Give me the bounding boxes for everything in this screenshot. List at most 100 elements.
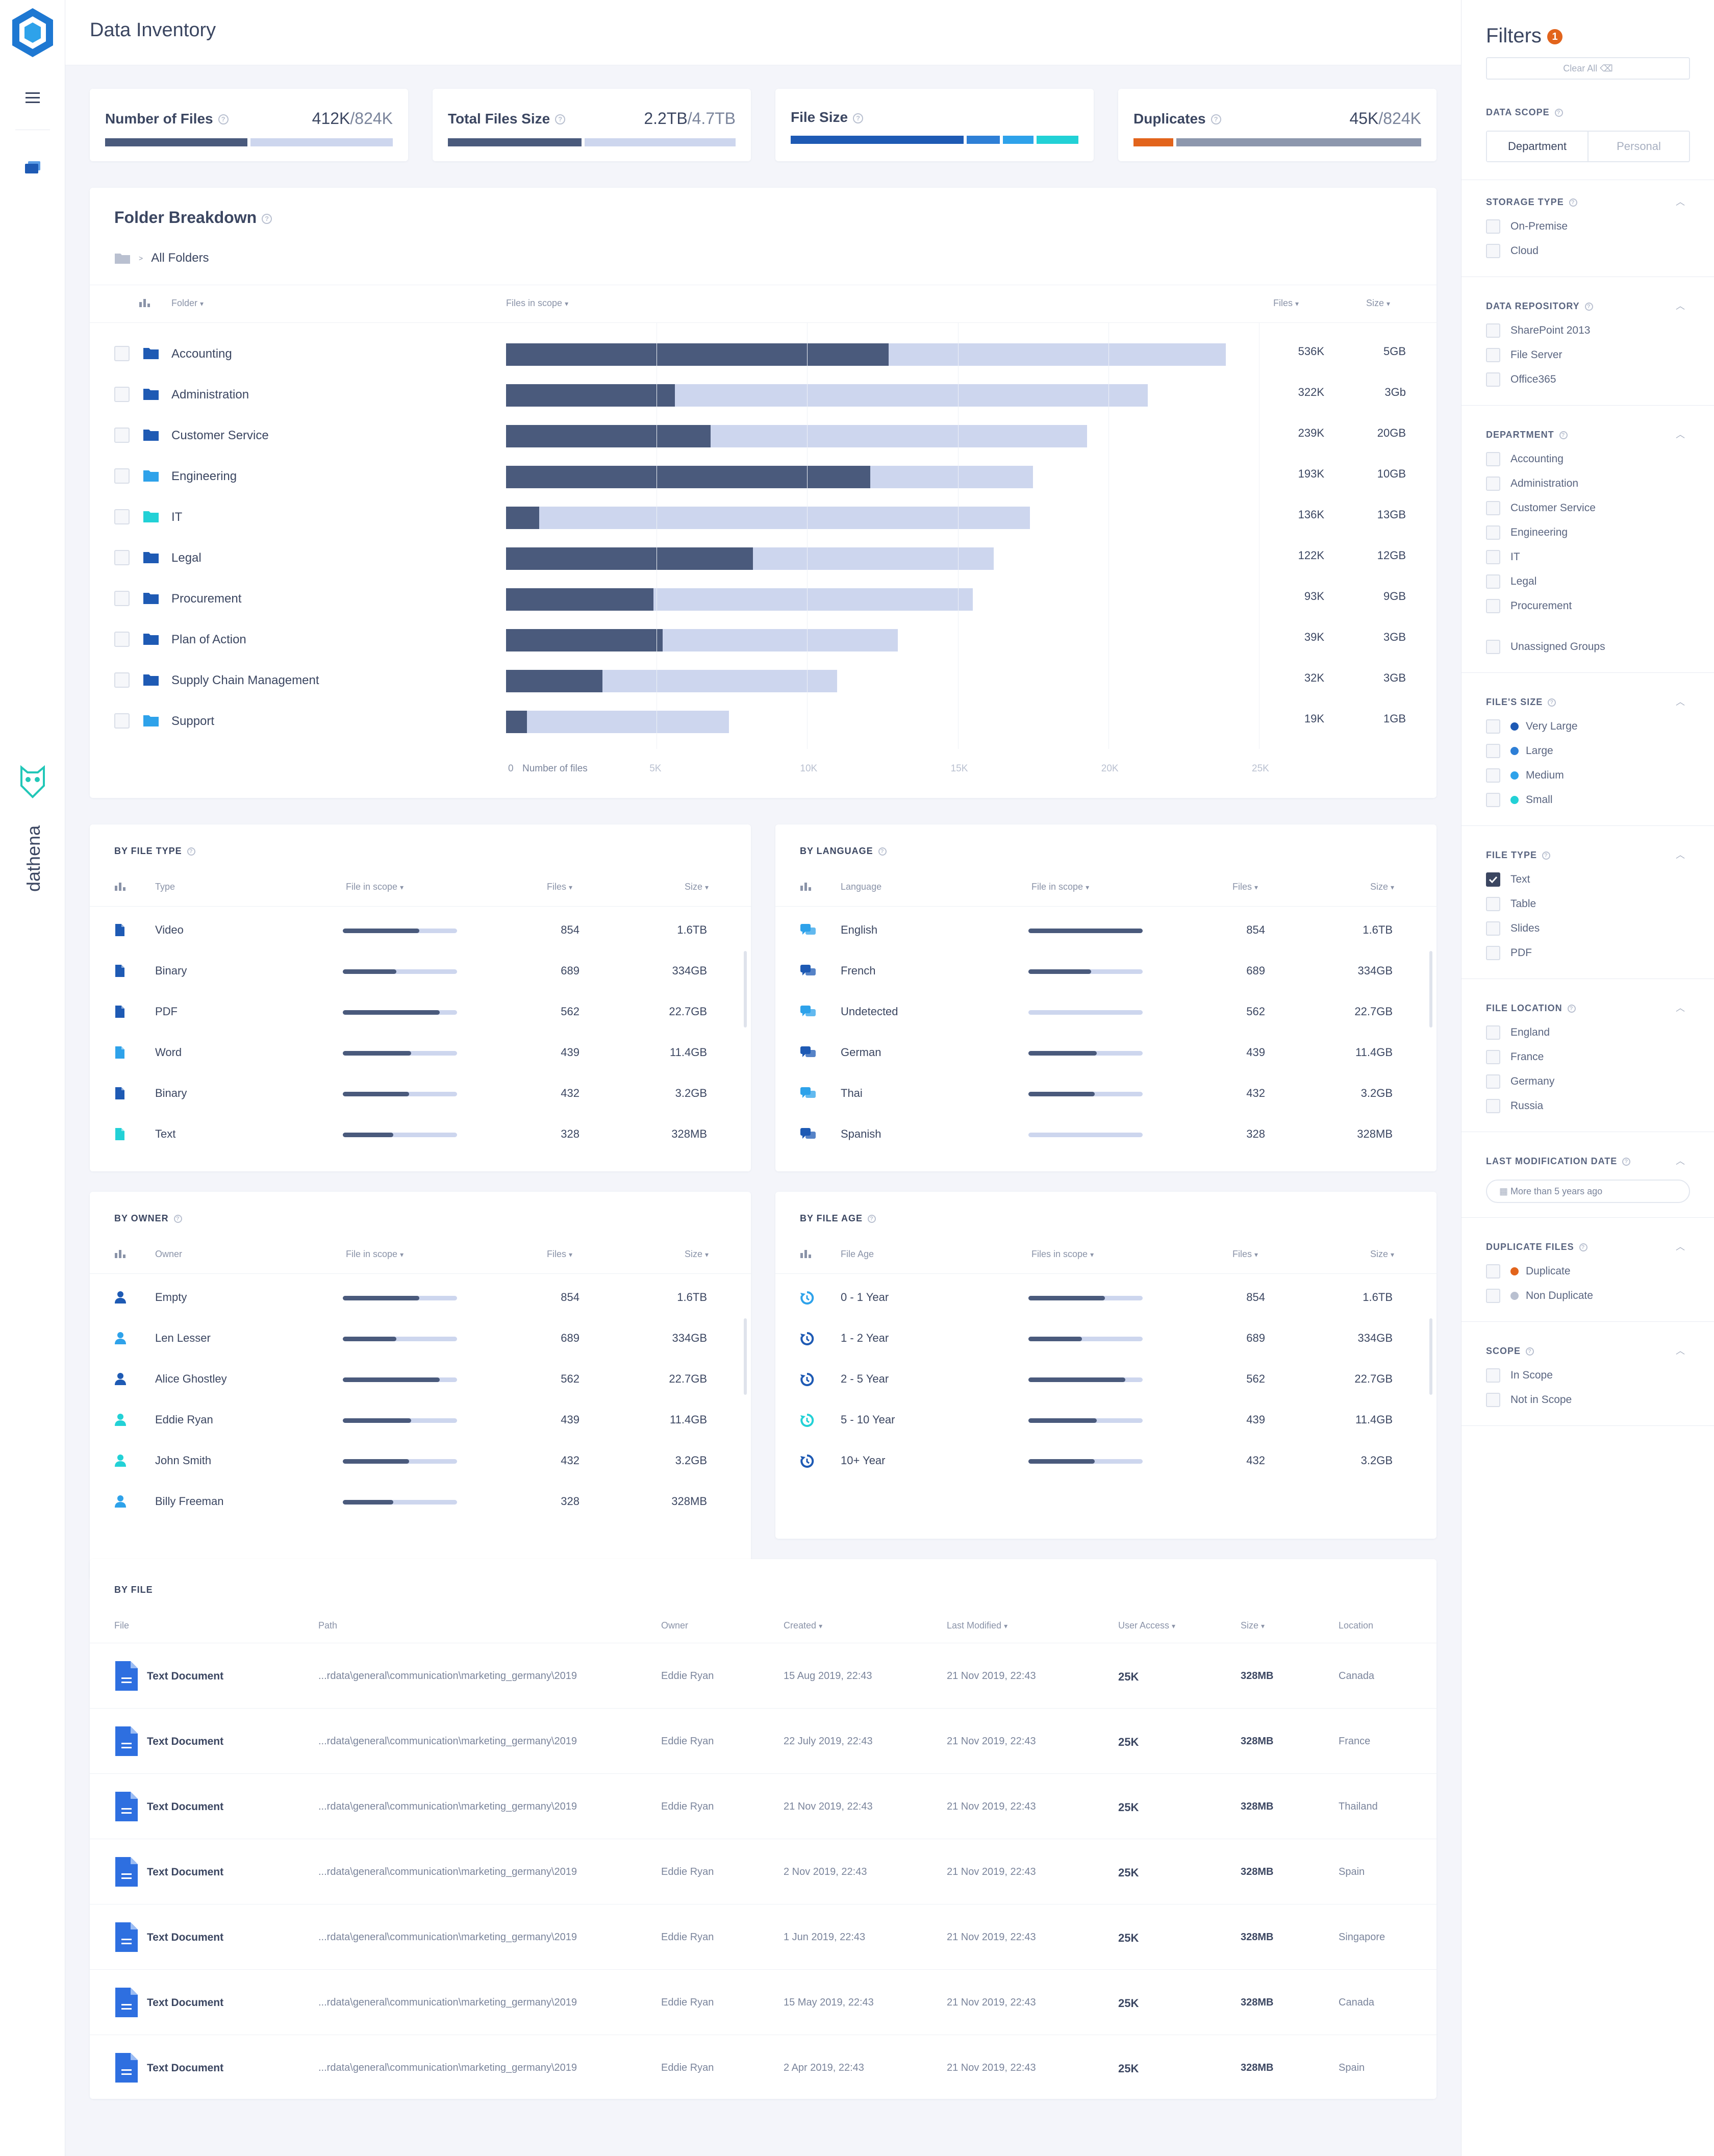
row-checkbox[interactable] bbox=[114, 468, 130, 484]
file-name[interactable]: Text Document bbox=[147, 1670, 224, 1682]
column-header-scope[interactable]: Files in scope ▾ bbox=[1031, 1249, 1094, 1259]
collapse-chevron-icon[interactable]: ︿ bbox=[1676, 1242, 1685, 1252]
filter-checkbox[interactable] bbox=[1486, 348, 1500, 362]
help-icon[interactable]: ? bbox=[1584, 303, 1593, 311]
folder-bar[interactable] bbox=[506, 343, 1226, 366]
column-header-name[interactable]: File Age bbox=[841, 1249, 874, 1259]
filter-checkbox[interactable] bbox=[1486, 921, 1500, 936]
column-header-scope[interactable]: File in scope ▾ bbox=[1031, 882, 1090, 892]
folder-bar[interactable] bbox=[506, 711, 729, 733]
help-icon[interactable]: ? bbox=[868, 1215, 876, 1223]
column-header-files[interactable]: Files ▾ bbox=[1232, 1249, 1258, 1259]
scrollbar[interactable] bbox=[744, 1318, 747, 1395]
filter-checkbox[interactable] bbox=[1486, 1264, 1500, 1278]
collapse-chevron-icon[interactable]: ︿ bbox=[1676, 697, 1685, 707]
scrollbar[interactable] bbox=[744, 951, 747, 1027]
filter-checkbox[interactable] bbox=[1486, 599, 1500, 613]
folder-bar[interactable] bbox=[506, 629, 898, 651]
collapse-chevron-icon[interactable]: ︿ bbox=[1676, 1346, 1685, 1356]
folder-bar[interactable] bbox=[506, 466, 1034, 488]
filter-checkbox[interactable] bbox=[1486, 452, 1500, 466]
menu-icon[interactable] bbox=[23, 89, 42, 107]
help-icon[interactable]: ? bbox=[555, 114, 566, 125]
filter-checkbox[interactable] bbox=[1486, 640, 1500, 654]
date-filter-input[interactable]: ▦ More than 5 years ago bbox=[1486, 1180, 1690, 1203]
filter-checkbox[interactable] bbox=[1486, 501, 1500, 515]
column-header-folder[interactable]: Folder ▾ bbox=[171, 298, 204, 308]
filter-checkbox[interactable] bbox=[1486, 768, 1500, 783]
column-header-size[interactable]: Size ▾ bbox=[685, 882, 709, 892]
help-icon[interactable]: ? bbox=[1554, 109, 1563, 117]
help-icon[interactable]: ? bbox=[173, 1215, 182, 1223]
filter-checkbox[interactable] bbox=[1486, 1099, 1500, 1113]
column-header-name[interactable]: Type bbox=[155, 882, 175, 892]
clear-all-button[interactable]: Clear All ⌫ bbox=[1486, 57, 1690, 80]
help-icon[interactable]: ? bbox=[1526, 1347, 1534, 1356]
folder-bar[interactable] bbox=[506, 507, 1030, 529]
column-header-size[interactable]: Size ▾ bbox=[1366, 298, 1391, 308]
file-name[interactable]: Text Document bbox=[147, 2062, 224, 2074]
filter-checkbox[interactable] bbox=[1486, 1393, 1500, 1407]
scope-tab-department[interactable]: Department bbox=[1487, 132, 1589, 161]
filter-checkbox[interactable] bbox=[1486, 550, 1500, 564]
breadcrumb-all-folders[interactable]: All Folders bbox=[151, 251, 209, 265]
collapse-chevron-icon[interactable]: ︿ bbox=[1676, 301, 1685, 311]
column-header-files-in-scope[interactable]: Files in scope ▾ bbox=[506, 298, 569, 308]
filter-checkbox[interactable] bbox=[1486, 1025, 1500, 1040]
row-checkbox[interactable] bbox=[114, 428, 130, 443]
column-header-size[interactable]: Size ▾ bbox=[1370, 1249, 1395, 1259]
sort-columns-icon[interactable] bbox=[800, 1249, 814, 1259]
filter-checkbox[interactable] bbox=[1486, 219, 1500, 234]
filter-checkbox[interactable] bbox=[1486, 244, 1500, 258]
filter-checkbox[interactable] bbox=[1486, 525, 1500, 540]
file-name[interactable]: Text Document bbox=[147, 1866, 224, 1878]
sort-columns-icon[interactable] bbox=[139, 298, 153, 308]
folder-bar[interactable] bbox=[506, 384, 1148, 407]
file-name[interactable]: Text Document bbox=[147, 1932, 224, 1943]
filter-checkbox[interactable] bbox=[1486, 372, 1500, 387]
filter-checkbox[interactable] bbox=[1486, 872, 1500, 887]
help-icon[interactable]: ? bbox=[1579, 1243, 1587, 1252]
column-header-size[interactable]: Size ▾ bbox=[685, 1249, 709, 1259]
column-header-last-modified[interactable]: Last Modified ▾ bbox=[947, 1620, 1008, 1631]
filter-checkbox[interactable] bbox=[1486, 946, 1500, 960]
filter-checkbox[interactable] bbox=[1486, 744, 1500, 758]
sort-columns-icon[interactable] bbox=[800, 882, 814, 892]
scrollbar[interactable] bbox=[1429, 951, 1432, 1027]
row-checkbox[interactable] bbox=[114, 550, 130, 565]
filter-checkbox[interactable] bbox=[1486, 897, 1500, 911]
help-icon[interactable]: ? bbox=[218, 114, 229, 125]
help-icon[interactable]: ? bbox=[262, 213, 272, 224]
help-icon[interactable]: ? bbox=[878, 847, 887, 856]
help-icon[interactable]: ? bbox=[1622, 1158, 1631, 1166]
filter-checkbox[interactable] bbox=[1486, 1368, 1500, 1383]
filter-checkbox[interactable] bbox=[1486, 323, 1500, 338]
collapse-chevron-icon[interactable]: ︿ bbox=[1676, 1156, 1685, 1166]
column-header-name[interactable]: Language bbox=[841, 882, 882, 892]
filter-checkbox[interactable] bbox=[1486, 1289, 1500, 1303]
column-header-size[interactable]: Size ▾ bbox=[1370, 882, 1395, 892]
folder-bar[interactable] bbox=[506, 588, 973, 611]
file-name[interactable]: Text Document bbox=[147, 1801, 224, 1813]
folder-bar[interactable] bbox=[506, 547, 994, 570]
scope-tab-personal[interactable]: Personal bbox=[1617, 140, 1661, 153]
file-name[interactable]: Text Document bbox=[147, 1997, 224, 2009]
column-header-file[interactable]: File bbox=[114, 1620, 130, 1631]
file-name[interactable]: Text Document bbox=[147, 1736, 224, 1747]
row-checkbox[interactable] bbox=[114, 672, 130, 688]
filter-checkbox[interactable] bbox=[1486, 719, 1500, 734]
filter-checkbox[interactable] bbox=[1486, 793, 1500, 807]
row-checkbox[interactable] bbox=[114, 632, 130, 647]
collapse-chevron-icon[interactable]: ︿ bbox=[1676, 430, 1685, 440]
help-icon[interactable]: ? bbox=[1542, 851, 1551, 860]
column-header-path[interactable]: Path bbox=[318, 1620, 338, 1631]
filter-checkbox[interactable] bbox=[1486, 1074, 1500, 1089]
collapse-chevron-icon[interactable]: ︿ bbox=[1676, 1003, 1685, 1013]
row-checkbox[interactable] bbox=[114, 591, 130, 606]
help-icon[interactable]: ? bbox=[1548, 698, 1556, 707]
column-header-files[interactable]: Files ▾ bbox=[1273, 298, 1299, 308]
column-header-created[interactable]: Created ▾ bbox=[784, 1620, 823, 1631]
row-checkbox[interactable] bbox=[114, 387, 130, 402]
app-logo-icon[interactable] bbox=[10, 7, 55, 58]
help-icon[interactable]: ? bbox=[1211, 114, 1221, 125]
